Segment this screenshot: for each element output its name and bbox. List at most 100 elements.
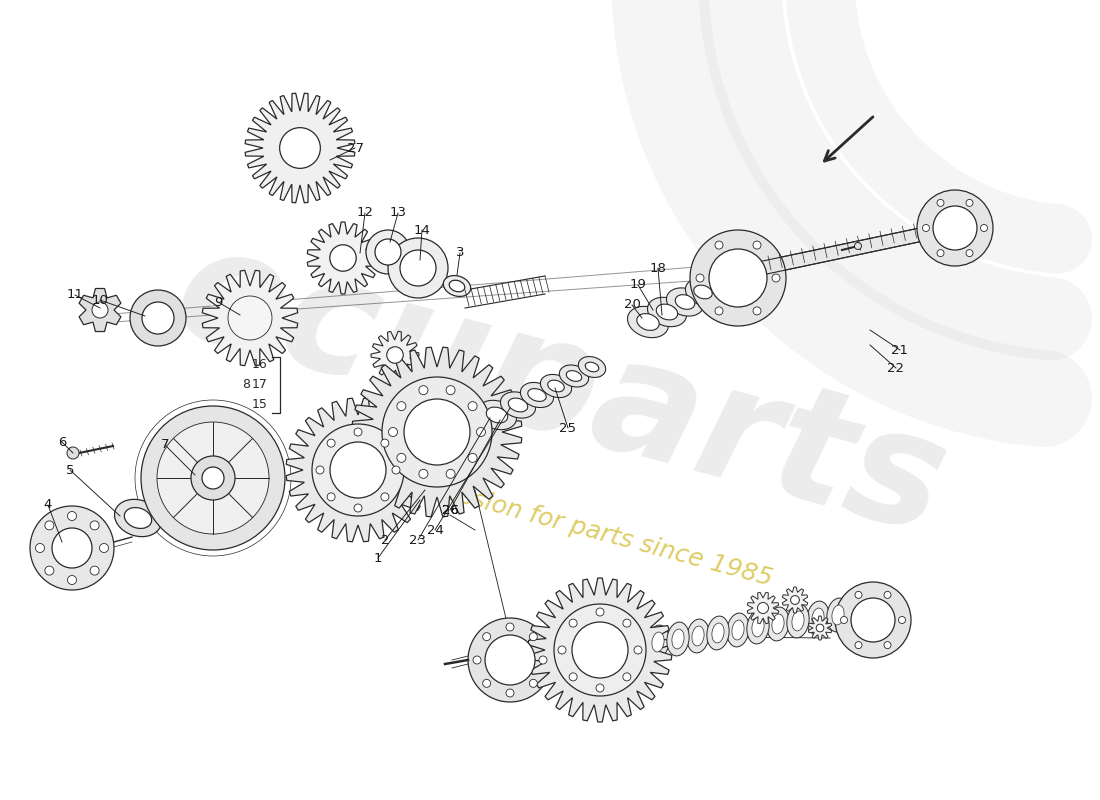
Ellipse shape: [667, 288, 704, 316]
Circle shape: [45, 521, 54, 530]
Polygon shape: [245, 93, 355, 203]
Ellipse shape: [477, 400, 517, 430]
Ellipse shape: [732, 620, 744, 640]
Circle shape: [397, 454, 406, 462]
Circle shape: [142, 302, 174, 334]
Circle shape: [596, 608, 604, 616]
Text: 15: 15: [252, 398, 268, 411]
Circle shape: [130, 290, 186, 346]
Polygon shape: [352, 347, 521, 517]
Ellipse shape: [686, 619, 710, 653]
Text: 4: 4: [44, 498, 52, 511]
Ellipse shape: [752, 617, 764, 637]
Ellipse shape: [657, 304, 678, 320]
Ellipse shape: [827, 598, 849, 632]
Circle shape: [539, 656, 547, 664]
Text: 8: 8: [242, 378, 250, 391]
Text: 7: 7: [161, 438, 169, 451]
Polygon shape: [808, 616, 832, 640]
Circle shape: [473, 656, 481, 664]
Circle shape: [966, 250, 974, 257]
Ellipse shape: [500, 392, 536, 418]
Ellipse shape: [792, 611, 804, 631]
Ellipse shape: [767, 607, 789, 641]
Circle shape: [316, 466, 324, 474]
Text: ecuparts: ecuparts: [158, 213, 961, 567]
Text: 17: 17: [252, 378, 268, 391]
Text: 1: 1: [374, 551, 383, 565]
Ellipse shape: [685, 278, 720, 306]
Circle shape: [232, 300, 267, 336]
Circle shape: [899, 617, 905, 623]
Circle shape: [375, 239, 402, 265]
Circle shape: [447, 470, 455, 478]
Circle shape: [623, 673, 631, 681]
Ellipse shape: [712, 623, 724, 643]
Circle shape: [696, 274, 704, 282]
Circle shape: [855, 242, 861, 250]
Ellipse shape: [486, 407, 508, 423]
Ellipse shape: [652, 632, 664, 652]
Circle shape: [835, 582, 911, 658]
Ellipse shape: [585, 362, 598, 372]
Circle shape: [851, 598, 895, 642]
Circle shape: [529, 679, 537, 687]
Ellipse shape: [832, 605, 844, 625]
Circle shape: [191, 456, 235, 500]
Text: 26: 26: [441, 503, 459, 517]
Circle shape: [330, 442, 386, 498]
Circle shape: [35, 543, 44, 553]
Text: 14: 14: [414, 223, 430, 237]
Ellipse shape: [675, 294, 695, 310]
Circle shape: [485, 635, 535, 685]
Circle shape: [327, 493, 336, 501]
Text: 16: 16: [252, 358, 268, 371]
Circle shape: [330, 245, 356, 271]
Circle shape: [90, 566, 99, 575]
Circle shape: [157, 422, 270, 534]
Circle shape: [327, 439, 336, 447]
Text: 10: 10: [91, 294, 109, 306]
Ellipse shape: [667, 622, 689, 656]
Ellipse shape: [672, 629, 684, 649]
Text: 27: 27: [346, 142, 363, 154]
Circle shape: [387, 346, 404, 363]
Circle shape: [392, 466, 400, 474]
Circle shape: [402, 396, 473, 468]
Circle shape: [710, 249, 767, 307]
Ellipse shape: [627, 306, 669, 338]
Circle shape: [468, 618, 552, 702]
Polygon shape: [528, 578, 672, 722]
Text: 24: 24: [427, 523, 443, 537]
Circle shape: [715, 307, 723, 315]
Circle shape: [52, 528, 92, 568]
Ellipse shape: [637, 314, 659, 330]
Circle shape: [469, 454, 477, 462]
Circle shape: [228, 296, 272, 340]
Circle shape: [569, 673, 578, 681]
Circle shape: [67, 511, 77, 521]
Circle shape: [381, 439, 389, 447]
Circle shape: [623, 619, 631, 627]
Circle shape: [840, 617, 847, 623]
Circle shape: [572, 622, 628, 678]
Circle shape: [634, 646, 642, 654]
Circle shape: [937, 199, 944, 206]
Circle shape: [855, 591, 862, 598]
Circle shape: [554, 604, 646, 696]
Circle shape: [772, 274, 780, 282]
Circle shape: [382, 377, 492, 487]
Circle shape: [483, 679, 491, 687]
Circle shape: [715, 241, 723, 249]
Ellipse shape: [560, 365, 588, 387]
Circle shape: [354, 428, 362, 436]
Circle shape: [67, 447, 79, 459]
Circle shape: [569, 619, 578, 627]
Ellipse shape: [528, 389, 547, 402]
Ellipse shape: [772, 614, 784, 634]
Text: 26: 26: [441, 503, 459, 517]
Polygon shape: [747, 592, 779, 624]
Text: 23: 23: [409, 534, 427, 546]
Circle shape: [937, 250, 944, 257]
Text: 25: 25: [560, 422, 576, 434]
